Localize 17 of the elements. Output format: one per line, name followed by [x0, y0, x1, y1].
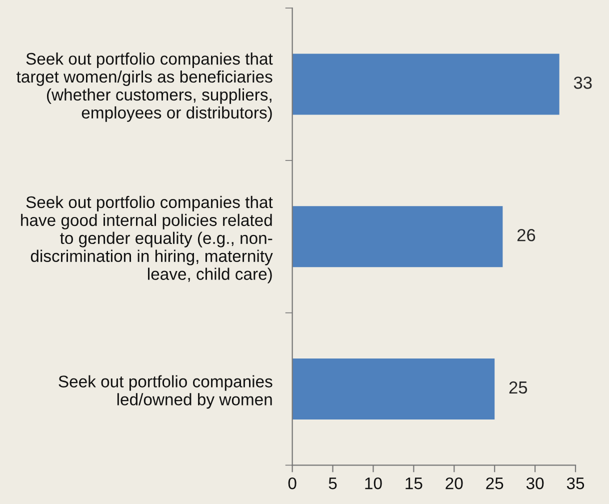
- bar: [292, 54, 560, 115]
- x-tick-label: 30: [526, 477, 544, 490]
- y-tick-label: Seek out portfolio companies that target women/girls as beneficiaries (whether customers, suppliers, employees or distributors): [16, 52, 273, 122]
- bar: [292, 358, 495, 420]
- x-tick-label: 0: [288, 477, 296, 490]
- x-tick-label: 5: [328, 478, 337, 490]
- x-tick-label: 15: [406, 478, 422, 490]
- x-tick-label: 10: [365, 477, 382, 490]
- x-tick-label: 35: [566, 477, 584, 490]
- y-tick-label: Seek out portfolio companies that have good internal policies related to gender equality (e.g., non- discrimination in hiring, maternity leave, child care): [21, 196, 273, 284]
- data-label: 33: [574, 76, 592, 89]
- x-tick-label: 20: [446, 477, 463, 490]
- data-label: 26: [517, 228, 536, 242]
- data-label: 25: [509, 381, 528, 394]
- x-tick-label: 25: [486, 477, 504, 490]
- bar: [292, 206, 503, 268]
- y-tick-label: Seek out portfolio companies led/owned by women: [58, 375, 272, 409]
